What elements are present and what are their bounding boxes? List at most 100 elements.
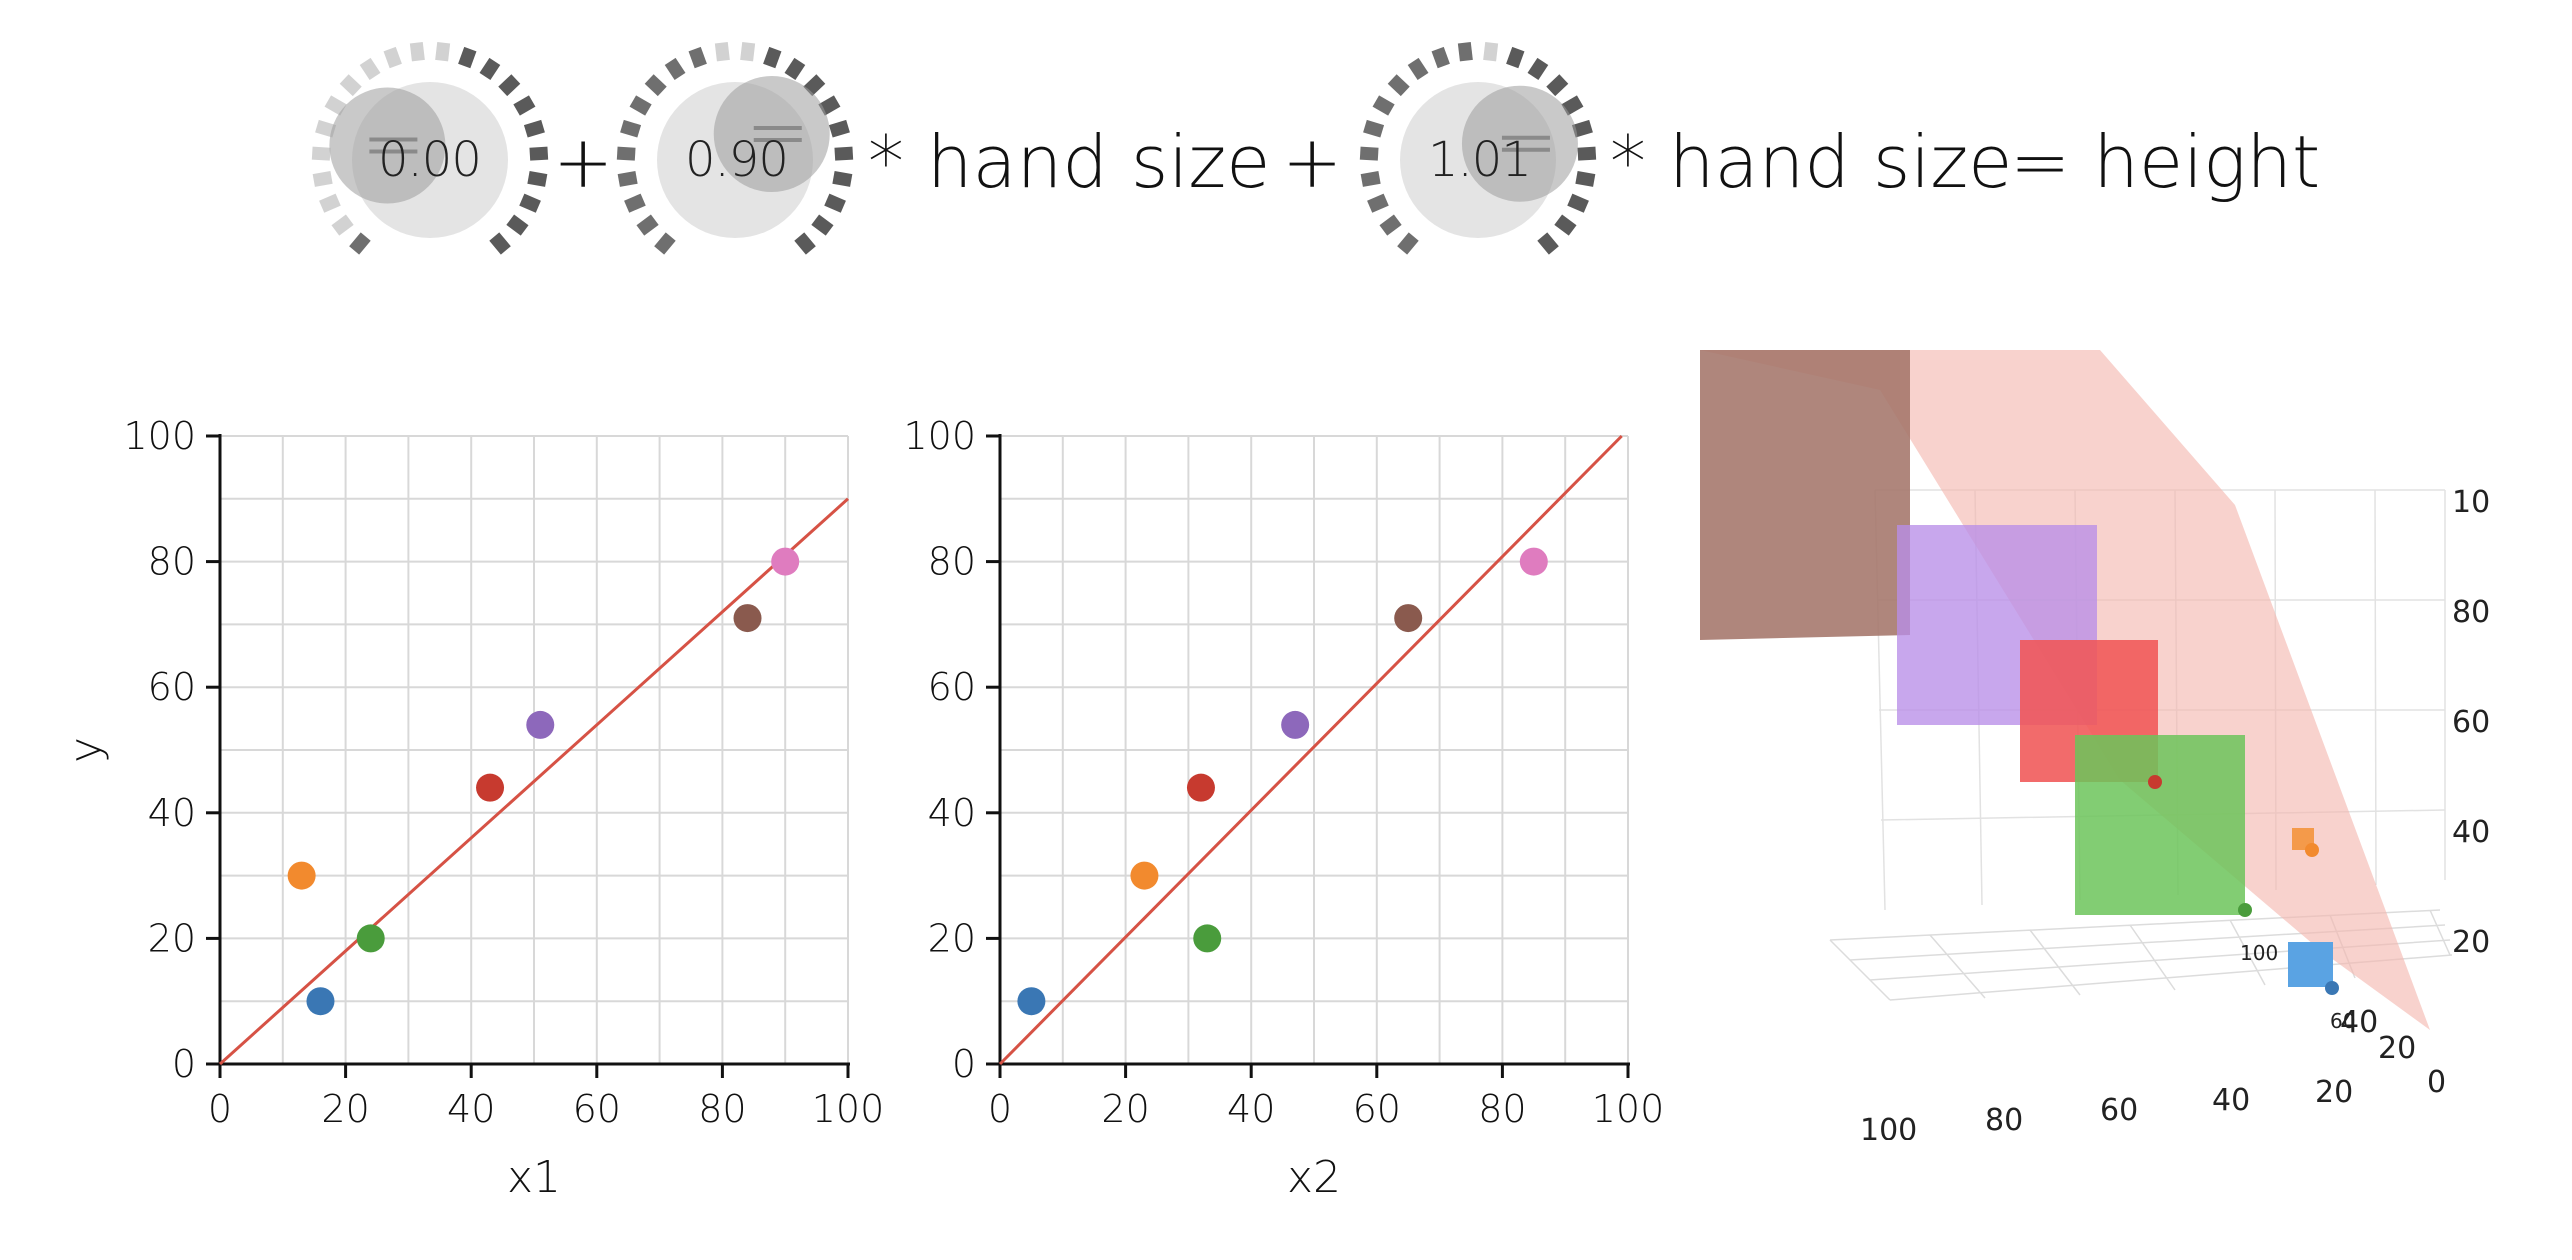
data-point bbox=[306, 987, 335, 1016]
knob-tick bbox=[616, 146, 636, 161]
knob-value: 0.00 bbox=[378, 132, 482, 188]
y-axis-title: y bbox=[60, 737, 111, 763]
y-tick-label: 20 bbox=[928, 916, 976, 960]
knob-tick bbox=[1537, 232, 1559, 255]
knob-tick bbox=[644, 74, 667, 97]
knob-tick bbox=[479, 57, 501, 81]
knob-tick bbox=[1359, 146, 1379, 161]
knob-tick bbox=[832, 170, 853, 187]
data-point bbox=[476, 773, 505, 802]
knob-tick bbox=[1571, 119, 1593, 138]
knob-tick bbox=[784, 57, 806, 81]
y-tick-label: 0 bbox=[952, 1042, 976, 1086]
data-point bbox=[1519, 547, 1548, 576]
knob-tick bbox=[339, 74, 362, 97]
x-axis-title: x1 bbox=[507, 1152, 561, 1203]
z-axis-ticks: 10 80 60 40 20 bbox=[2452, 485, 2490, 960]
knob-tick bbox=[1360, 170, 1381, 187]
plane-edge-brown bbox=[1700, 350, 1910, 640]
knob-tick bbox=[409, 42, 425, 62]
knob-tick bbox=[1387, 74, 1410, 97]
knob-tick bbox=[624, 193, 646, 213]
x-tick: 0 bbox=[2427, 1065, 2446, 1100]
knob-dial bbox=[311, 42, 549, 255]
y-tick-label: 40 bbox=[928, 791, 976, 835]
x1-coefficient-knob[interactable]: 0.90 bbox=[605, 30, 865, 290]
knob-tick bbox=[529, 146, 549, 161]
data-point-green bbox=[2238, 903, 2252, 917]
data-point bbox=[771, 547, 800, 576]
knob-tick bbox=[1367, 193, 1389, 213]
knob-handle bbox=[329, 87, 446, 204]
knob-tick bbox=[688, 46, 707, 69]
knob-tick bbox=[513, 95, 536, 116]
y-tick-label: 40 bbox=[148, 791, 196, 835]
knob-tick bbox=[654, 232, 676, 255]
y-tick-label: 60 bbox=[148, 665, 196, 709]
x-tick: 80 bbox=[1985, 1103, 2023, 1138]
x-tick-label: 60 bbox=[1353, 1087, 1401, 1131]
knob-tick bbox=[1577, 146, 1597, 161]
data-point bbox=[287, 861, 316, 890]
x-tick: 60 bbox=[2100, 1093, 2138, 1128]
knob-tick bbox=[1567, 193, 1589, 213]
x-axis-ticks: 100 80 60 40 20 0 bbox=[1860, 1065, 2446, 1140]
knob-tick bbox=[620, 119, 642, 138]
x-tick: 100 bbox=[1860, 1113, 1917, 1140]
knob-tick bbox=[1363, 119, 1385, 138]
z-tick: 80 bbox=[2452, 595, 2490, 630]
z-tick: 10 bbox=[2452, 485, 2490, 520]
knob-tick bbox=[435, 42, 451, 62]
x-tick-label: 80 bbox=[698, 1087, 746, 1131]
x-tick-label: 100 bbox=[1592, 1087, 1665, 1131]
z-tick: 60 bbox=[2452, 705, 2490, 740]
x-tick-label: 80 bbox=[1478, 1087, 1526, 1131]
knob-tick bbox=[312, 170, 333, 187]
data-point-red bbox=[2148, 775, 2162, 789]
x2-coefficient-knob[interactable]: 1.01 bbox=[1348, 30, 1608, 290]
x-tick-label: 0 bbox=[988, 1087, 1012, 1131]
regression-line bbox=[218, 497, 850, 1066]
y-tick-label: 100 bbox=[903, 414, 976, 458]
y-tick-label: 80 bbox=[928, 540, 976, 584]
knob-tick bbox=[1561, 95, 1584, 116]
x-tick-label: 40 bbox=[1227, 1087, 1275, 1131]
knob-tick bbox=[714, 42, 730, 62]
x-tick-label: 20 bbox=[321, 1087, 369, 1131]
data-point bbox=[526, 710, 555, 739]
knob-tick bbox=[458, 46, 477, 69]
data-point bbox=[1193, 924, 1222, 953]
data-point bbox=[733, 604, 762, 633]
plus-sign: + bbox=[553, 120, 614, 204]
x-tick-label: 100 bbox=[812, 1087, 885, 1131]
intercept-knob[interactable]: 0.00 bbox=[300, 30, 560, 290]
knob-tick bbox=[828, 119, 850, 138]
knob-tick bbox=[315, 119, 337, 138]
knob-tick bbox=[1554, 214, 1577, 236]
knob-tick bbox=[359, 57, 381, 81]
y-axis-ticks: 100 60 40 20 bbox=[2240, 941, 2416, 1066]
x-tick: 20 bbox=[2315, 1075, 2353, 1110]
regression-plane-3d-view[interactable]: 10 80 60 40 20 100 80 60 40 20 0 100 60 … bbox=[1700, 350, 2500, 1140]
knob-tick bbox=[794, 232, 816, 255]
knob-tick bbox=[664, 57, 686, 81]
knob-tick bbox=[1527, 57, 1549, 81]
hand-size-term: * hand size bbox=[1610, 120, 2013, 204]
knob-tick bbox=[629, 95, 652, 116]
x-axis-title: x2 bbox=[1287, 1152, 1341, 1203]
data-point-orange bbox=[2305, 843, 2319, 857]
plus-sign: + bbox=[1282, 120, 1343, 204]
knob-tick bbox=[617, 170, 638, 187]
x-tick-label: 40 bbox=[447, 1087, 495, 1131]
knob-tick bbox=[740, 42, 756, 62]
knob-tick bbox=[523, 119, 545, 138]
knob-tick bbox=[636, 214, 659, 236]
knob-tick bbox=[824, 193, 846, 213]
knob-tick bbox=[1457, 42, 1473, 62]
knob-tick bbox=[1546, 74, 1569, 97]
y-tick-label: 20 bbox=[148, 916, 196, 960]
knob-handle bbox=[713, 76, 830, 193]
residual-box-green bbox=[2075, 735, 2245, 915]
knob-tick bbox=[1431, 46, 1450, 69]
knob-tick bbox=[803, 74, 826, 97]
